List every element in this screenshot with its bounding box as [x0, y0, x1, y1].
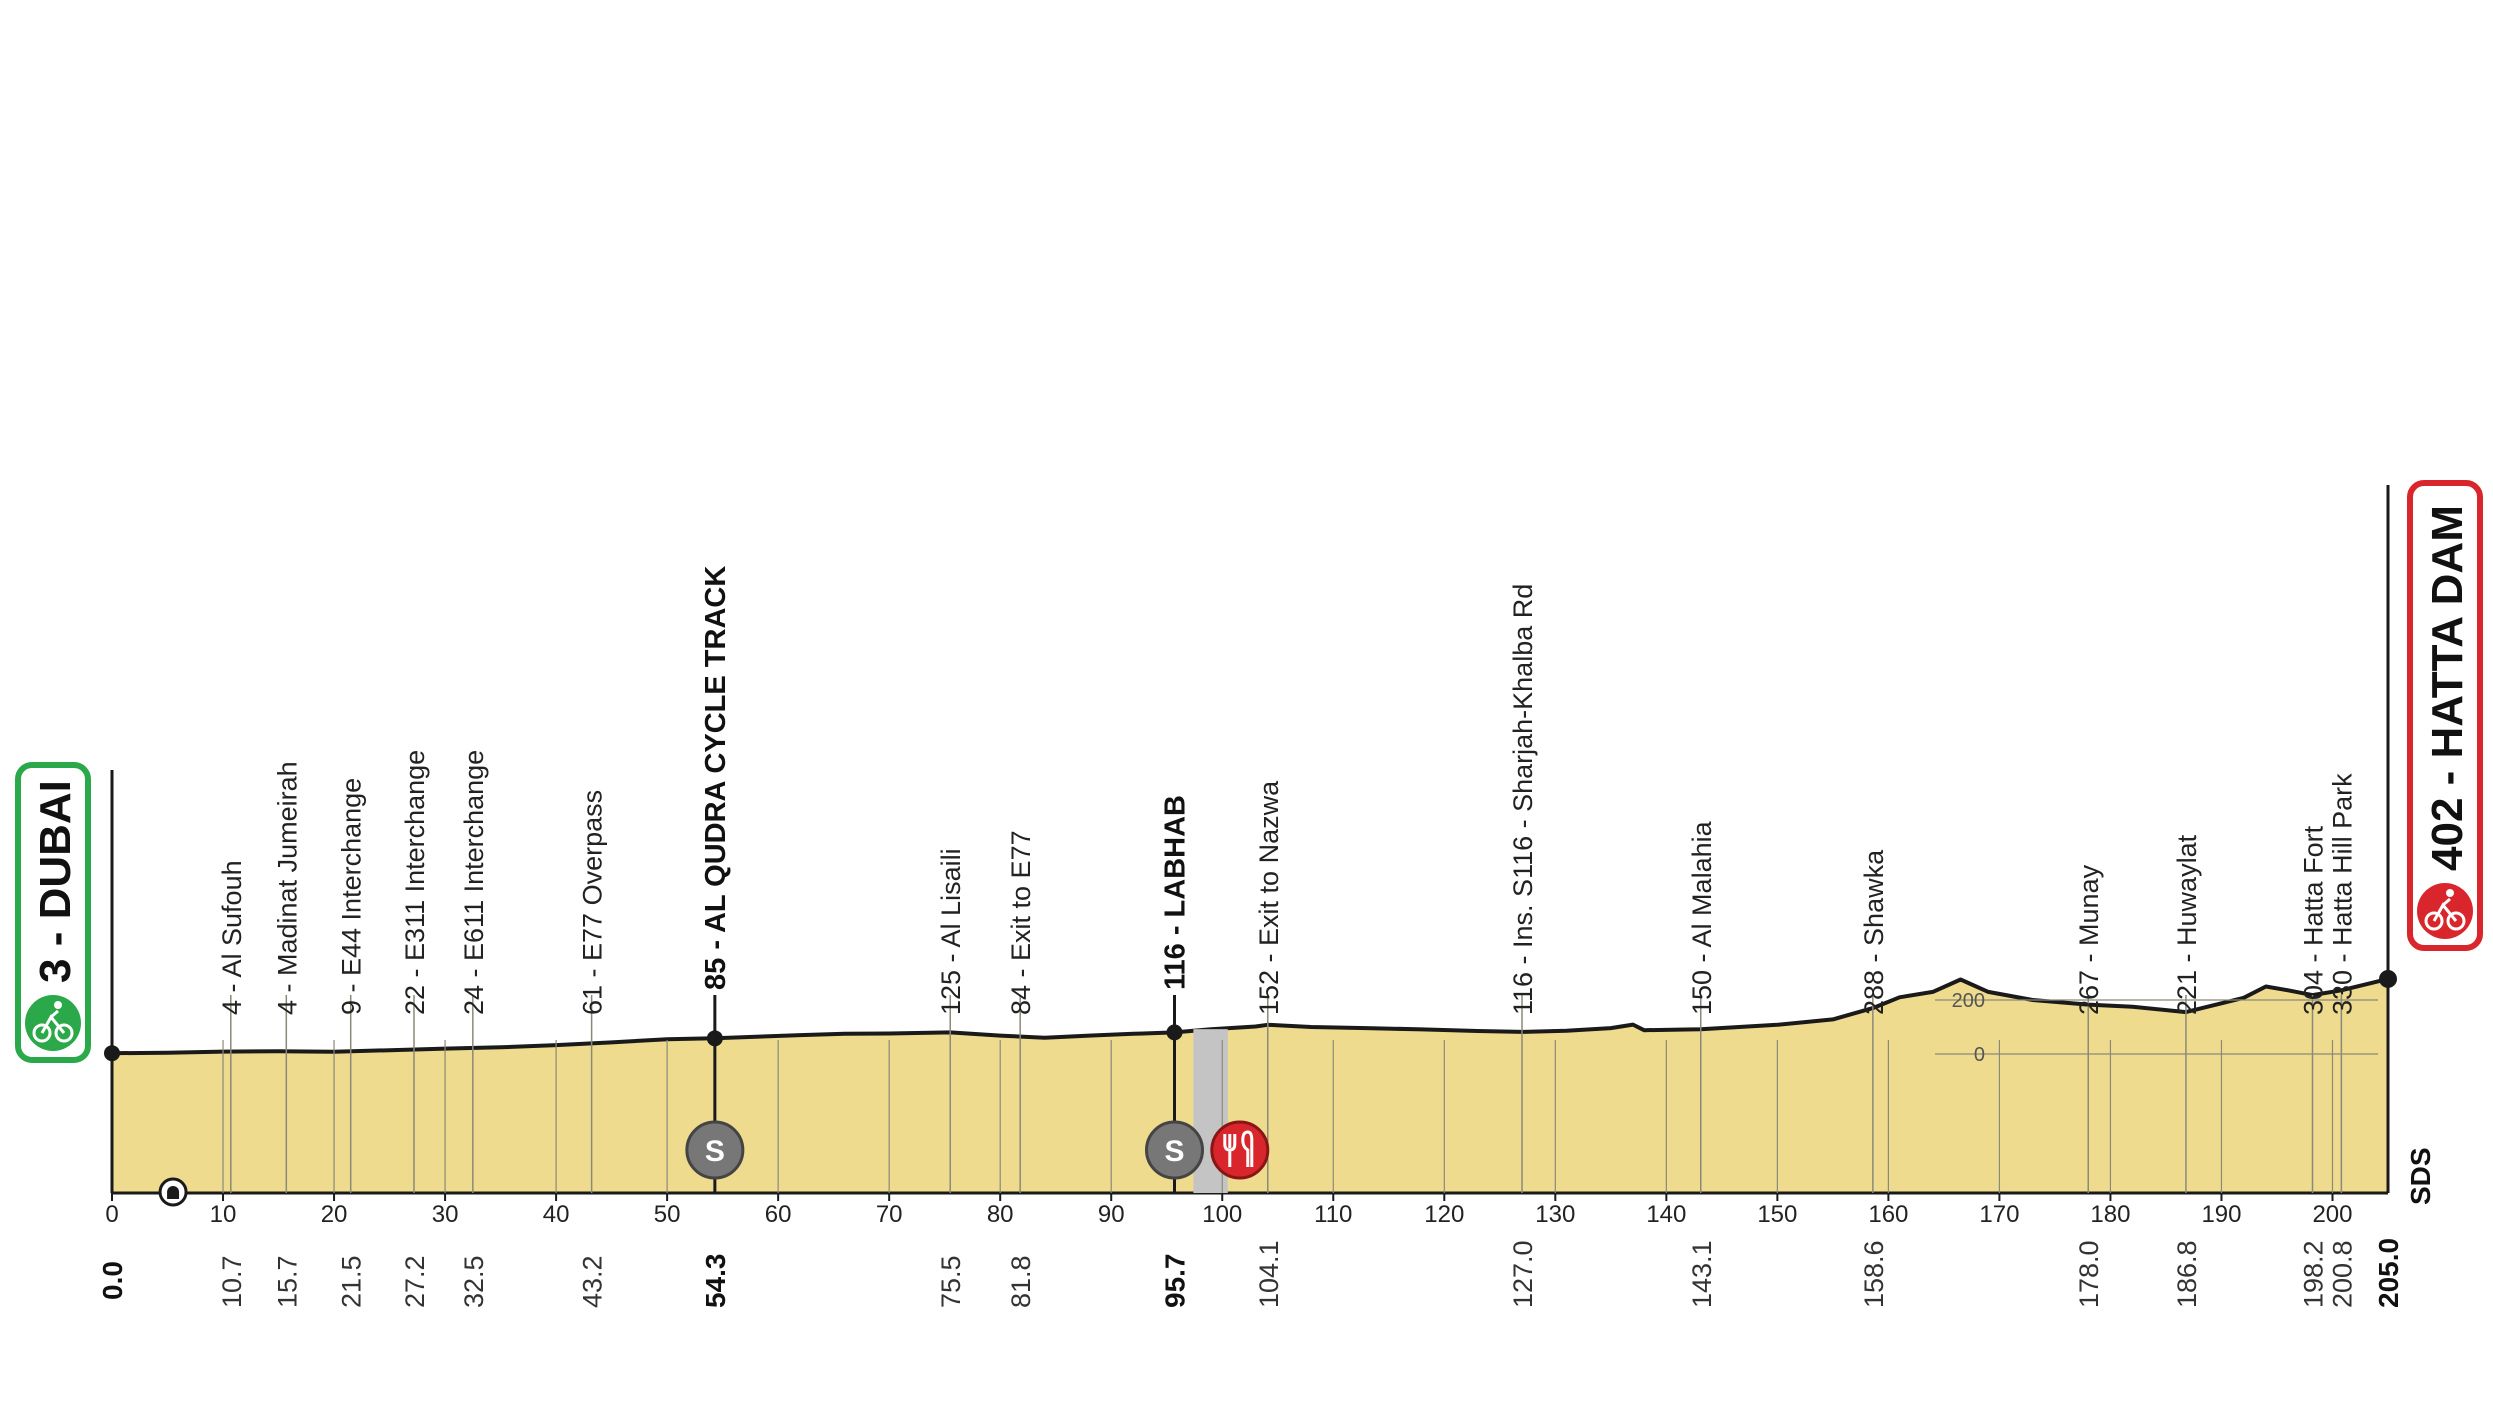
- km-tick-label: 120: [1424, 1201, 1464, 1228]
- waypoint-distance-label: 104.1: [1254, 1240, 1284, 1308]
- finish-city-label: 402 - HATTA DAM: [2423, 505, 2472, 871]
- km-tick-label: 30: [432, 1201, 459, 1228]
- waypoint-distance-label: 75.5: [936, 1255, 966, 1308]
- altitude-tick-label: 200: [1952, 990, 1985, 1012]
- profile-fill: [112, 978, 2388, 1193]
- waypoint-label: 150 - Al Malahia: [1687, 820, 1717, 1015]
- sprint-icon-letter: S: [1164, 1135, 1184, 1168]
- waypoint-distance-label: 43.2: [578, 1255, 608, 1308]
- waypoint-label: 9 - E44 Interchange: [337, 778, 367, 1015]
- waypoint-label: 85 - AL QUDRA CYCLE TRACK: [700, 566, 732, 990]
- finish-distance-label: 205.0: [2373, 1238, 2404, 1308]
- sprint-icon: [1145, 1120, 1205, 1180]
- waypoints-layer: 4 - Al Sufouh 10.7 4 - Madinat Jumeirah 15.…: [217, 566, 2358, 1308]
- sprint-icon-letter: S: [705, 1135, 725, 1168]
- waypoint-distance-label: 186.8: [2172, 1240, 2202, 1308]
- start-cyclist-icon: [25, 995, 81, 1051]
- start-rider-head-icon: [54, 1001, 62, 1009]
- start-wheel-front-icon: [54, 1023, 74, 1043]
- waypoint-dot: [1166, 1024, 1183, 1041]
- start-finish-layer: 0.0 205.0 3 - DUBAI 402 - HATTA DAM SDS: [15, 480, 2483, 1308]
- waypoint-label: 4 - Al Sufouh: [217, 860, 247, 1015]
- waypoint-label: 304 - Hatta Fort: [2299, 825, 2329, 1015]
- waypoint-distance-label: 95.7: [1160, 1254, 1191, 1309]
- km-tick-label: 20: [321, 1201, 348, 1228]
- waypoint-label: 288 - Shawka: [1859, 849, 1889, 1015]
- waypoint-label: 221 - Huwaylat: [2172, 834, 2202, 1015]
- waypoint-label: 84 - Exit to E77: [1006, 830, 1036, 1015]
- feed-zone-icon: [1210, 1120, 1270, 1180]
- waypoint-label: 267 - Munay: [2074, 864, 2104, 1015]
- waypoint-label: 22 - E311 Interchange: [400, 750, 430, 1015]
- waypoint-distance-label: 158.6: [1859, 1240, 1889, 1308]
- start-dot: [104, 1045, 120, 1062]
- waypoint-distance-label: 127.0: [1508, 1240, 1538, 1308]
- km-tick-label: 60: [765, 1201, 792, 1228]
- waypoint-label: 152 - Exit to Nazwa: [1254, 780, 1284, 1015]
- finish-wheel-front-icon: [2446, 911, 2466, 931]
- km-tick-label: 160: [1868, 1201, 1908, 1228]
- waypoint-distance-label: 143.1: [1687, 1240, 1717, 1308]
- km-tick-label: 130: [1535, 1201, 1575, 1228]
- start-badge: 3 - DUBAI: [15, 762, 91, 1063]
- waypoint-label: 116 - Ins. S116 - Sharjah-Khalba Rd: [1508, 584, 1538, 1015]
- knife-icon: [1241, 1130, 1254, 1167]
- km-tick-label: 50: [654, 1201, 681, 1228]
- profile-area-layer: [110, 485, 2390, 1195]
- finish-dot: [2379, 969, 2397, 988]
- start-distance-label: 0.0: [97, 1261, 128, 1300]
- km-tick-label: 150: [1757, 1201, 1797, 1228]
- finish-wheel-rear-icon: [2424, 911, 2444, 931]
- waypoint-distance-label: 27.2: [400, 1255, 430, 1308]
- km-tick-label: 100: [1202, 1201, 1242, 1228]
- waypoint-distance-label: 178.0: [2074, 1240, 2104, 1308]
- waypoint-label: 4 - Madinat Jumeirah: [272, 761, 302, 1015]
- waypoint-label: 61 - E77 Overpass: [578, 790, 608, 1015]
- start-frame-icon: [40, 1009, 66, 1034]
- km-tick-label: 180: [2090, 1201, 2130, 1228]
- waypoint-distance-label: 15.7: [272, 1255, 302, 1308]
- km-tick-label: 170: [1979, 1201, 2019, 1228]
- km-tick-label: 70: [876, 1201, 903, 1228]
- waypoint-distance-label: 10.7: [217, 1255, 247, 1308]
- waypoint-distance-label: 200.8: [2327, 1240, 2357, 1308]
- km-tick-label: 40: [543, 1201, 570, 1228]
- altitude-scale: 0 200: [1935, 990, 2378, 1066]
- finish-rider-head-icon: [2446, 889, 2454, 897]
- finish-frame-icon: [2432, 897, 2458, 922]
- waypoint-distance-label: 54.3: [700, 1254, 731, 1309]
- sprint-icon: [685, 1120, 745, 1180]
- km-tick-label: 200: [2312, 1201, 2352, 1228]
- waypoint-label: 125 - Al Lisaili: [936, 848, 966, 1015]
- fork-icon: [1223, 1134, 1237, 1167]
- profile-line: [111, 976, 2389, 1056]
- finish-badge: 402 - HATTA DAM: [2407, 480, 2483, 951]
- km-tick-label: 10: [210, 1201, 237, 1228]
- waypoint-distance-label: 21.5: [337, 1255, 367, 1308]
- km-tick-label: 190: [2201, 1201, 2241, 1228]
- waypoint-distance-label: 81.8: [1006, 1255, 1036, 1308]
- km-tick-label: 80: [987, 1201, 1014, 1228]
- km-tick-label: 140: [1646, 1201, 1686, 1228]
- altitude-tick-label: 0: [1974, 1044, 1985, 1066]
- waypoint-distance-label: 198.2: [2299, 1240, 2329, 1308]
- start-badge-frame: [15, 762, 91, 1063]
- waypoint-distance-label: 32.5: [459, 1255, 489, 1308]
- km-tick-label: 0: [105, 1201, 118, 1228]
- start-city-label: 3 - DUBAI: [31, 780, 80, 983]
- start-wheel-rear-icon: [32, 1023, 52, 1043]
- finish-badge-frame: [2407, 480, 2483, 951]
- km-tick-label: 110: [1314, 1201, 1352, 1228]
- finish-cyclist-icon: [2417, 883, 2473, 939]
- waypoint-label: 116 - LABHAB: [1160, 795, 1192, 990]
- waypoint-dot: [706, 1030, 723, 1047]
- waypoint-label: 24 - E611 Interchange: [459, 750, 489, 1015]
- km-tick-label: 90: [1098, 1201, 1125, 1228]
- tunnel-arch-icon: [167, 1186, 180, 1199]
- waypoint-label: 330 - Hatta Hill Park: [2327, 773, 2357, 1015]
- sds-logo: SDS: [2405, 1147, 2436, 1205]
